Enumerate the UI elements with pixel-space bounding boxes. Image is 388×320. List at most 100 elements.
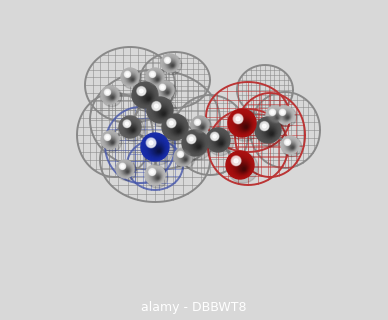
Circle shape: [169, 121, 175, 126]
Circle shape: [282, 112, 291, 121]
Circle shape: [178, 152, 184, 157]
Circle shape: [148, 139, 155, 147]
Circle shape: [149, 141, 154, 146]
Circle shape: [144, 136, 167, 159]
Circle shape: [149, 71, 163, 84]
Circle shape: [236, 117, 240, 121]
Circle shape: [142, 92, 153, 103]
Circle shape: [234, 159, 238, 163]
Circle shape: [280, 110, 285, 115]
Circle shape: [169, 62, 175, 68]
Circle shape: [151, 172, 161, 181]
Circle shape: [161, 86, 165, 89]
Circle shape: [281, 110, 285, 115]
Circle shape: [151, 73, 154, 76]
Circle shape: [234, 159, 250, 175]
Circle shape: [287, 142, 296, 151]
Circle shape: [125, 122, 128, 125]
Circle shape: [226, 151, 254, 179]
Circle shape: [102, 132, 122, 152]
Circle shape: [191, 139, 203, 151]
Circle shape: [157, 82, 177, 102]
Circle shape: [108, 138, 115, 145]
Circle shape: [164, 57, 177, 70]
Circle shape: [274, 114, 280, 120]
Circle shape: [176, 150, 191, 165]
Circle shape: [181, 155, 188, 162]
Circle shape: [177, 151, 184, 157]
Circle shape: [189, 137, 194, 142]
Circle shape: [281, 111, 291, 121]
Circle shape: [120, 164, 125, 169]
Circle shape: [268, 108, 283, 123]
Circle shape: [194, 119, 208, 132]
Circle shape: [179, 153, 189, 164]
Circle shape: [157, 79, 158, 80]
Circle shape: [177, 151, 191, 164]
Circle shape: [152, 103, 170, 120]
Circle shape: [140, 89, 144, 94]
Circle shape: [120, 164, 125, 169]
Circle shape: [193, 118, 208, 133]
Circle shape: [234, 115, 242, 123]
Circle shape: [271, 111, 281, 121]
Circle shape: [167, 60, 176, 69]
Circle shape: [138, 88, 155, 105]
Circle shape: [149, 169, 156, 175]
Circle shape: [279, 109, 293, 123]
Circle shape: [180, 154, 189, 163]
Circle shape: [238, 163, 248, 172]
Circle shape: [151, 73, 161, 84]
Circle shape: [283, 113, 290, 120]
Circle shape: [227, 152, 258, 183]
Circle shape: [125, 72, 130, 77]
Circle shape: [280, 110, 285, 115]
Circle shape: [276, 106, 294, 124]
Circle shape: [105, 135, 110, 140]
Circle shape: [125, 169, 129, 173]
Circle shape: [124, 71, 137, 84]
Circle shape: [126, 73, 130, 76]
Circle shape: [234, 115, 253, 134]
Circle shape: [104, 89, 118, 102]
Circle shape: [150, 142, 164, 156]
Circle shape: [120, 164, 132, 176]
Circle shape: [164, 89, 170, 95]
Circle shape: [123, 120, 139, 136]
Circle shape: [188, 136, 195, 143]
Circle shape: [166, 59, 169, 61]
Circle shape: [166, 91, 169, 94]
Circle shape: [120, 117, 144, 141]
Circle shape: [170, 121, 173, 125]
Circle shape: [187, 135, 196, 143]
Circle shape: [290, 145, 294, 149]
Circle shape: [125, 72, 130, 77]
Circle shape: [147, 139, 166, 158]
Circle shape: [146, 138, 166, 158]
Circle shape: [266, 128, 275, 137]
Circle shape: [270, 132, 273, 135]
Circle shape: [189, 137, 204, 152]
Circle shape: [168, 119, 175, 127]
Circle shape: [147, 69, 167, 89]
Circle shape: [160, 84, 165, 90]
Circle shape: [161, 85, 165, 90]
Circle shape: [166, 59, 170, 62]
Circle shape: [132, 129, 134, 131]
Circle shape: [108, 93, 115, 100]
Circle shape: [116, 160, 134, 178]
Circle shape: [175, 149, 195, 169]
Circle shape: [236, 117, 241, 122]
Circle shape: [162, 114, 188, 140]
Circle shape: [147, 97, 173, 123]
Circle shape: [177, 130, 180, 132]
Circle shape: [273, 113, 280, 120]
Circle shape: [284, 139, 298, 152]
Circle shape: [213, 135, 217, 139]
Circle shape: [280, 110, 292, 122]
Circle shape: [219, 141, 223, 145]
Circle shape: [191, 116, 209, 134]
Circle shape: [235, 160, 249, 174]
Circle shape: [195, 120, 200, 125]
Circle shape: [186, 134, 206, 154]
